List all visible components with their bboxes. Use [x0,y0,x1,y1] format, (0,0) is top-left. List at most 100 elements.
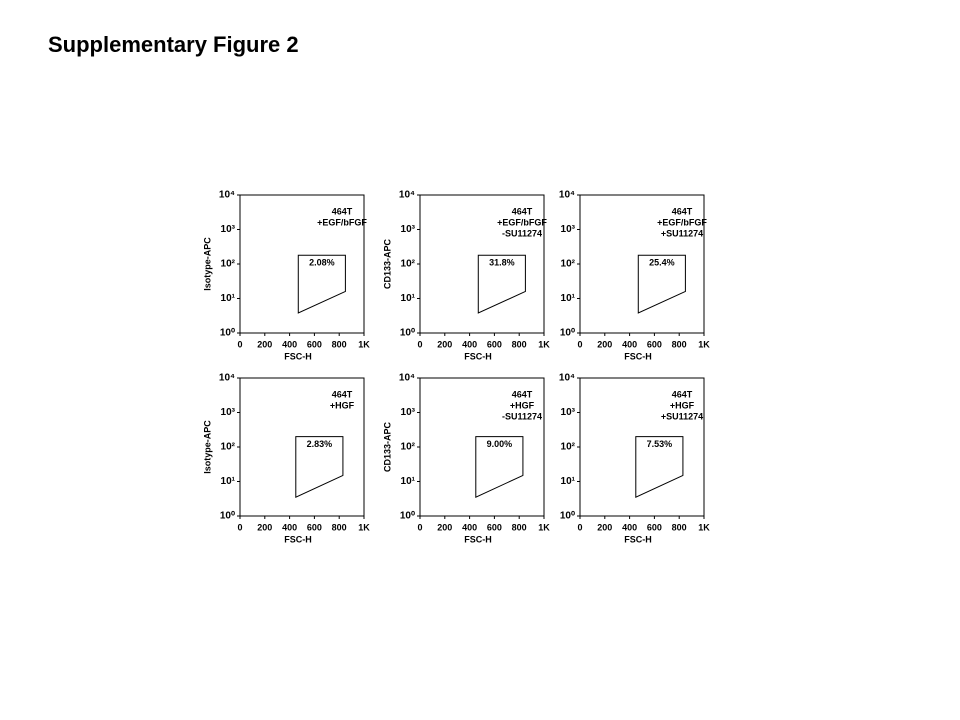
annotation: -SU11274 [502,228,542,238]
annotation: +HGF [330,400,355,410]
y-tick-label: 10⁴ [559,190,575,201]
y-tick-label: 10⁴ [219,190,235,201]
x-tick-label: 600 [647,339,662,349]
x-axis-label: FSC-H [464,534,492,544]
y-tick-label: 10³ [401,224,416,235]
x-axis-label: FSC-H [624,534,652,544]
annotation: +EGF/bFGF [317,217,367,227]
x-tick-label: 800 [672,339,687,349]
y-axis-label: CD133-APC [382,421,392,472]
x-tick-label: 800 [332,522,347,532]
y-tick-label: 10³ [221,224,236,235]
gate [635,436,684,499]
x-tick-label: 600 [307,522,322,532]
annotation: +EGF/bFGF [497,217,547,227]
x-tick-label: 1K [698,339,710,349]
x-tick-label: 200 [437,522,452,532]
annotation: 464T [332,389,353,399]
figure-title: Supplementary Figure 2 [48,32,299,57]
annotation: 464T [672,389,693,399]
y-tick-label: 10² [221,259,236,270]
y-tick-label: 10³ [561,224,576,235]
x-tick-label: 600 [307,339,322,349]
y-tick-label: 10¹ [221,293,236,304]
annotation: +EGF/bFGF [657,217,707,227]
gate [297,254,346,314]
x-tick-label: 400 [622,339,637,349]
x-tick-label: 400 [282,339,297,349]
y-axis-label: Isotype-APC [202,237,212,291]
x-tick-label: 1K [698,522,710,532]
x-tick-label: 0 [237,522,242,532]
gate [295,436,344,499]
x-tick-label: 0 [237,339,242,349]
y-tick-label: 10⁰ [220,328,235,339]
y-tick-label: 10⁴ [219,373,235,384]
x-tick-label: 800 [512,522,527,532]
annotation: 464T [672,206,693,216]
x-tick-label: 1K [538,522,550,532]
y-tick-label: 10⁰ [400,328,415,339]
annotation: 464T [332,206,353,216]
y-tick-label: 10¹ [561,293,576,304]
y-tick-label: 10⁰ [560,511,575,522]
y-tick-label: 10¹ [221,476,236,487]
y-tick-label: 10⁴ [399,190,415,201]
x-tick-label: 0 [577,339,582,349]
annotation: -SU11274 [502,411,542,421]
x-tick-label: 200 [597,339,612,349]
gate [477,254,526,314]
y-tick-label: 10³ [561,407,576,418]
annotation: 464T [512,389,533,399]
x-tick-label: 600 [487,522,502,532]
y-tick-label: 10³ [401,407,416,418]
x-tick-label: 200 [257,339,272,349]
gate-label: 9.00% [487,439,513,449]
x-tick-label: 600 [487,339,502,349]
x-tick-label: 200 [597,522,612,532]
annotation: +SU11274 [661,228,703,238]
y-tick-label: 10³ [221,407,236,418]
y-tick-label: 10⁰ [220,511,235,522]
x-axis-label: FSC-H [284,534,312,544]
x-tick-label: 1K [538,339,550,349]
y-axis-label: CD133-APC [382,238,392,289]
x-tick-label: 400 [462,522,477,532]
x-axis-label: FSC-H [284,351,312,361]
y-tick-label: 10¹ [401,293,416,304]
x-axis-label: FSC-H [624,351,652,361]
x-tick-label: 800 [672,522,687,532]
gate-label: 2.08% [309,258,335,268]
y-tick-label: 10² [221,442,236,453]
x-tick-label: 1K [358,522,370,532]
gate [475,436,524,499]
x-tick-label: 0 [577,522,582,532]
x-tick-label: 1K [358,339,370,349]
y-tick-label: 10⁰ [560,328,575,339]
annotation: +HGF [510,400,535,410]
x-axis-label: FSC-H [464,351,492,361]
y-tick-label: 10⁴ [559,373,575,384]
y-tick-label: 10⁴ [399,373,415,384]
x-tick-label: 800 [332,339,347,349]
y-tick-label: 10¹ [561,476,576,487]
x-tick-label: 800 [512,339,527,349]
gate-label: 31.8% [489,258,515,268]
x-tick-label: 600 [647,522,662,532]
gate [637,254,686,314]
x-tick-label: 200 [437,339,452,349]
annotation: +SU11274 [661,411,703,421]
gate-label: 25.4% [649,258,675,268]
x-tick-label: 400 [282,522,297,532]
y-tick-label: 10² [401,259,416,270]
x-tick-label: 200 [257,522,272,532]
annotation: +HGF [670,400,695,410]
x-tick-label: 0 [417,522,422,532]
y-tick-label: 10² [561,259,576,270]
y-tick-label: 10² [561,442,576,453]
y-tick-label: 10¹ [401,476,416,487]
x-tick-label: 400 [462,339,477,349]
x-tick-label: 400 [622,522,637,532]
annotation: 464T [512,206,533,216]
